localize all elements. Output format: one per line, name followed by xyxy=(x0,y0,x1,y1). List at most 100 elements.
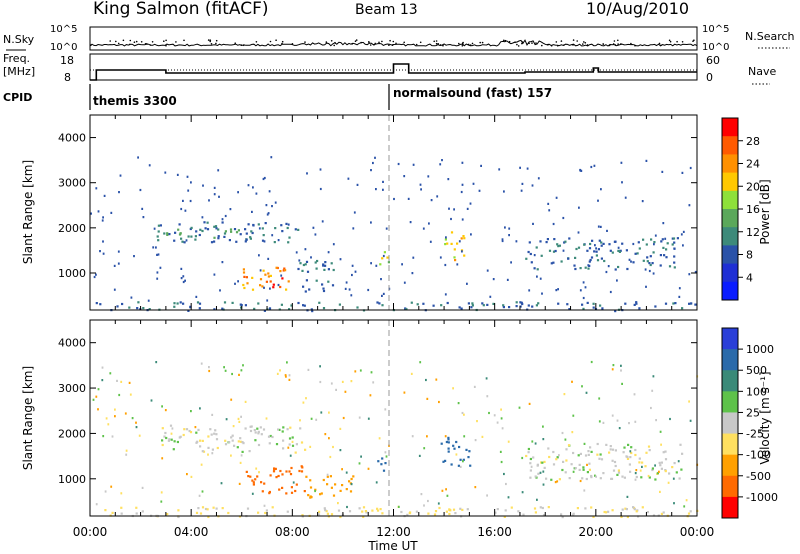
data-cell xyxy=(128,381,131,384)
data-cell xyxy=(635,475,638,479)
nsearch-point xyxy=(531,42,533,44)
data-cell xyxy=(586,301,589,304)
data-cell xyxy=(501,238,504,241)
data-cell xyxy=(347,177,350,180)
data-cell xyxy=(182,302,185,305)
data-cell xyxy=(117,262,120,265)
nsearch-point xyxy=(369,44,372,46)
data-cell xyxy=(180,277,183,280)
data-cell xyxy=(500,417,503,420)
data-cell xyxy=(267,212,270,215)
data-cell xyxy=(624,196,627,199)
data-cell xyxy=(315,267,318,270)
data-cell xyxy=(572,512,575,515)
data-cell xyxy=(534,442,537,445)
x-axis-label: Time UT xyxy=(367,539,418,553)
data-cell xyxy=(274,201,277,204)
data-cell xyxy=(243,286,246,290)
data-cell xyxy=(671,466,674,469)
nsearch-point xyxy=(269,40,272,43)
data-cell xyxy=(602,472,605,475)
data-cell xyxy=(164,409,167,412)
data-cell xyxy=(316,259,319,263)
data-cell xyxy=(201,229,204,233)
data-cell xyxy=(201,439,204,442)
data-cell xyxy=(286,361,288,364)
data-cell xyxy=(326,475,329,478)
nsearch-point xyxy=(576,40,578,42)
data-cell xyxy=(542,483,545,486)
data-cell xyxy=(450,217,452,221)
colorbar-swatch xyxy=(722,433,738,456)
colorbar-swatch xyxy=(722,209,738,228)
data-cell xyxy=(470,233,472,236)
data-cell xyxy=(486,395,489,398)
data-cell xyxy=(438,400,440,404)
data-cell xyxy=(268,190,271,193)
data-cell xyxy=(235,231,239,234)
data-cell xyxy=(217,237,220,240)
data-cell xyxy=(269,280,272,283)
data-cell xyxy=(263,309,266,312)
data-cell xyxy=(213,236,216,239)
data-cell xyxy=(609,445,612,448)
data-cell xyxy=(99,303,102,306)
data-cell xyxy=(314,233,317,236)
data-cell xyxy=(263,482,266,485)
data-cell xyxy=(460,190,463,194)
y-tick-label: 4000 xyxy=(58,132,86,145)
data-cell xyxy=(262,428,266,431)
data-cell xyxy=(271,234,274,237)
data-cell xyxy=(152,246,155,249)
x-axis-tick-labels: 00:00 04:00 08:00 12:00 16:00 20:00 00:00 xyxy=(73,525,715,539)
data-cell xyxy=(245,276,248,279)
data-cell xyxy=(629,470,632,473)
data-cell xyxy=(189,199,192,203)
x-tick-label: 20:00 xyxy=(579,525,614,539)
data-cell xyxy=(225,418,228,421)
data-cell xyxy=(213,193,216,196)
data-cell xyxy=(114,415,116,418)
data-cell xyxy=(252,483,255,486)
data-cell xyxy=(212,506,215,509)
data-cell xyxy=(290,491,294,494)
data-cell xyxy=(255,192,258,195)
data-cell xyxy=(178,223,181,226)
data-cell xyxy=(568,237,571,240)
data-cell xyxy=(150,399,153,402)
data-cell xyxy=(310,256,312,259)
data-cell xyxy=(673,241,676,244)
data-cell xyxy=(397,505,400,508)
data-cell xyxy=(283,267,286,270)
data-cell xyxy=(288,378,291,381)
data-cell xyxy=(608,451,611,454)
data-cell xyxy=(515,305,518,308)
data-cell xyxy=(694,303,697,306)
data-cell xyxy=(447,178,450,181)
data-cell xyxy=(384,408,387,411)
data-cell xyxy=(466,207,469,210)
data-cell xyxy=(318,301,321,304)
data-cell xyxy=(233,228,237,231)
data-cell xyxy=(466,508,469,511)
data-cell xyxy=(187,309,190,312)
data-cell xyxy=(358,507,361,510)
nsearch-point xyxy=(355,39,358,41)
data-cell xyxy=(251,231,254,235)
data-cell xyxy=(199,228,202,231)
data-cell xyxy=(476,420,478,423)
data-cell xyxy=(688,400,690,403)
colorbar-tick-label: 24 xyxy=(746,158,760,171)
data-cell xyxy=(211,452,214,455)
data-cell xyxy=(668,472,671,475)
data-cell xyxy=(206,508,209,511)
data-cell xyxy=(461,218,464,221)
data-cell xyxy=(527,447,530,451)
data-cell xyxy=(666,242,669,245)
data-cell xyxy=(224,214,227,218)
data-cell xyxy=(345,488,348,491)
data-cell xyxy=(632,506,635,509)
nsearch-point xyxy=(117,42,120,45)
data-cell xyxy=(339,449,342,452)
data-cell xyxy=(102,240,104,243)
